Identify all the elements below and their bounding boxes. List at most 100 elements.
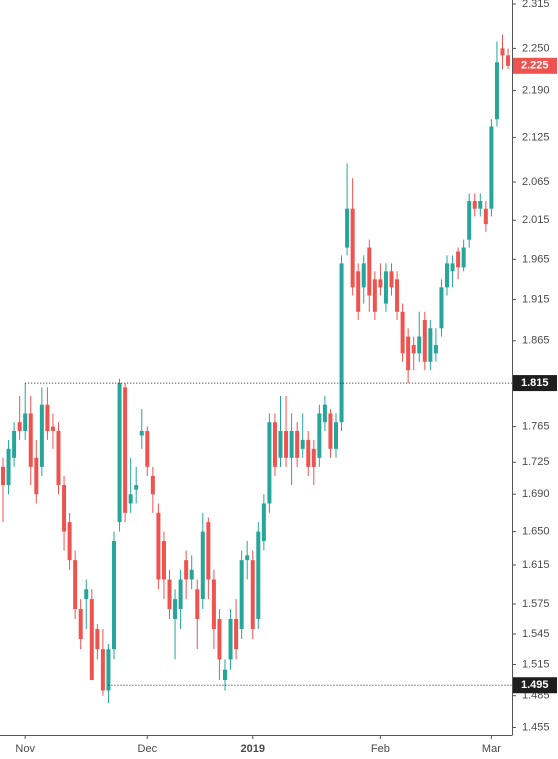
candle-body [422,320,427,362]
candle-body [395,279,400,312]
candle-body [84,589,89,600]
candle-body [261,503,266,542]
candle-body [167,579,172,609]
level-label-box [513,677,557,694]
last-price-box [513,57,557,74]
candle-body [39,404,44,467]
candle-body [28,413,33,467]
candle-body [117,383,122,523]
candle-body [34,457,39,495]
candle-body [134,485,139,490]
candle-body [372,279,377,312]
last-price-label: 2.225 [521,60,549,72]
y-tick-label: 1.615 [522,559,550,571]
candle-body [150,475,155,495]
candle-body [195,589,200,619]
y-tick-label: 1.690 [522,488,550,500]
candle-body [1,466,5,486]
candle-body [406,336,411,371]
candle-body [389,271,394,288]
candle-body [322,404,327,423]
candle-body [328,413,333,449]
candle-body [173,599,178,619]
y-tick-label: 2.125 [522,131,550,143]
candle-body [300,439,305,449]
candle-body [445,263,449,288]
candle-body [50,426,55,432]
candle-body [17,422,22,432]
candle-body [189,569,194,580]
candle-body [450,263,455,272]
candle-body [245,555,250,561]
x-tick-label: Mar [482,743,501,755]
y-tick-label: 2.065 [522,176,550,188]
candle-body [256,531,261,619]
candle-body [267,422,272,504]
candle-body [483,208,488,225]
candle-body [350,208,355,288]
candle-body [334,422,338,449]
candle-body [411,344,416,354]
y-tick-label: 1.915 [522,293,550,305]
y-tick-label: 1.865 [522,335,550,347]
candle-body [234,618,239,650]
candle-body [145,431,150,467]
x-tick-label: Nov [15,743,35,755]
candle-body [217,618,222,660]
candle-body [206,522,211,580]
candle-body [400,311,405,354]
x-tick-label: 2019 [241,743,265,755]
candle-body [123,387,128,513]
candle-body [128,494,133,504]
candle-body [367,247,372,296]
y-tick-label: 1.725 [522,456,550,468]
y-tick-label: 1.455 [522,721,550,733]
candle-body [478,201,483,209]
candle-body [306,439,311,467]
candle-body [67,522,72,561]
candle-body [472,201,477,209]
level-label-box [513,375,557,392]
candle-body [417,336,422,354]
candle-body [23,413,28,432]
candle-body [467,201,472,240]
candle-body [239,560,244,629]
candle-body [100,649,105,691]
candle-body [6,448,11,486]
candle-body [278,431,283,458]
candle-body [356,271,361,312]
y-tick-label: 2.315 [522,0,550,10]
y-tick-label: 1.765 [522,421,550,433]
candle-body [184,560,189,580]
candle-body [178,579,183,609]
candle-body [361,263,366,288]
candle-body [106,649,111,691]
candle-body [506,55,511,66]
candle-body [494,62,499,120]
level-label: 1.815 [521,377,549,389]
candle-body [339,263,344,423]
level-label: 1.495 [521,679,549,691]
y-tick-label: 1.650 [522,525,550,537]
y-tick-label: 1.545 [522,628,550,640]
candle-body [45,404,50,432]
candle-body [461,247,466,268]
candle-body [295,431,300,458]
candle-body [62,485,67,532]
candle-body [489,126,494,209]
candle-body [456,251,461,268]
candle-body [289,431,294,458]
candle-body [284,431,289,458]
candle-body [139,431,144,436]
candle-body [383,271,388,304]
y-tick-label: 1.965 [522,253,550,265]
candle-body [161,541,166,580]
candle-body [272,422,277,467]
candle-body [433,344,438,354]
candle-body [428,328,433,362]
candle-body [311,448,316,467]
y-tick-label: 2.250 [522,42,550,54]
candle-body [200,531,205,600]
